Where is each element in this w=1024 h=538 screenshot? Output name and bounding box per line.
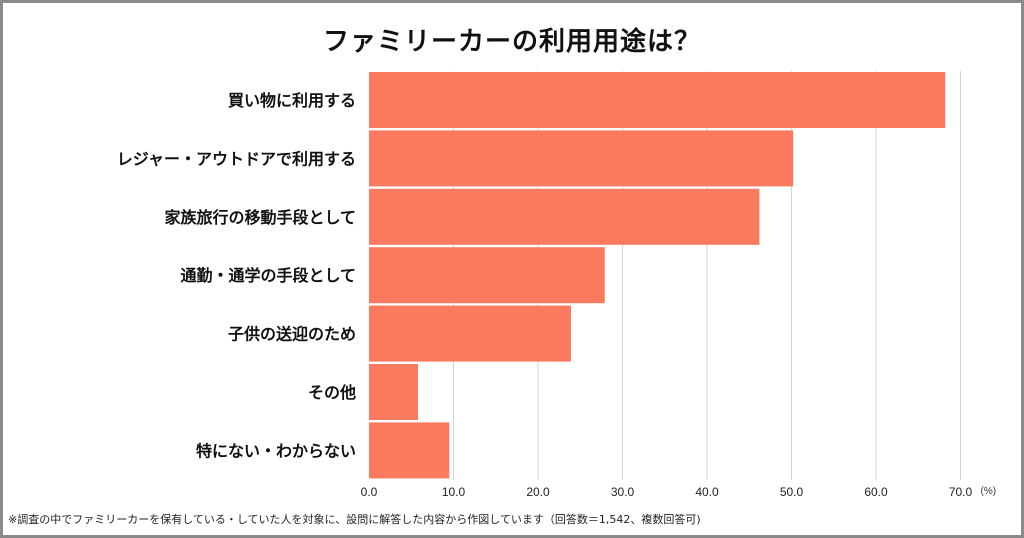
x-tick-label: 70.0	[949, 485, 973, 499]
x-tick-label: 40.0	[695, 485, 719, 499]
bar	[369, 72, 946, 128]
category-label: 特にない・わからない	[196, 441, 356, 460]
category-label: 家族旅行の移動手段として	[164, 208, 356, 227]
bar	[369, 188, 760, 245]
chart-title: ファミリーカーの利用用途は？	[322, 27, 701, 57]
x-tick-label: 50.0	[780, 485, 804, 499]
category-label: 買い物に利用する	[228, 91, 356, 110]
x-tick-label: 10.0	[442, 485, 466, 499]
category-label: レジャー・アウトドアで利用する	[117, 149, 356, 168]
bar	[369, 247, 605, 304]
x-tick-label: 20.0	[526, 485, 550, 499]
category-label: 子供の送迎のため	[228, 325, 356, 344]
x-unit-label: (%)	[981, 486, 997, 497]
bar	[369, 422, 450, 479]
category-label: 通勤・通学の手段として	[180, 266, 356, 285]
bar	[369, 364, 419, 420]
footnote: ※調査の中でファミリーカーを保有している・していた人を対象に、設問に解答した内容…	[8, 513, 701, 526]
x-tick-label: 30.0	[611, 485, 635, 499]
bar	[369, 130, 794, 187]
bar	[369, 305, 571, 362]
x-tick-label: 0.0	[361, 485, 378, 499]
category-label: その他	[308, 383, 356, 402]
x-tick-label: 60.0	[864, 485, 888, 499]
